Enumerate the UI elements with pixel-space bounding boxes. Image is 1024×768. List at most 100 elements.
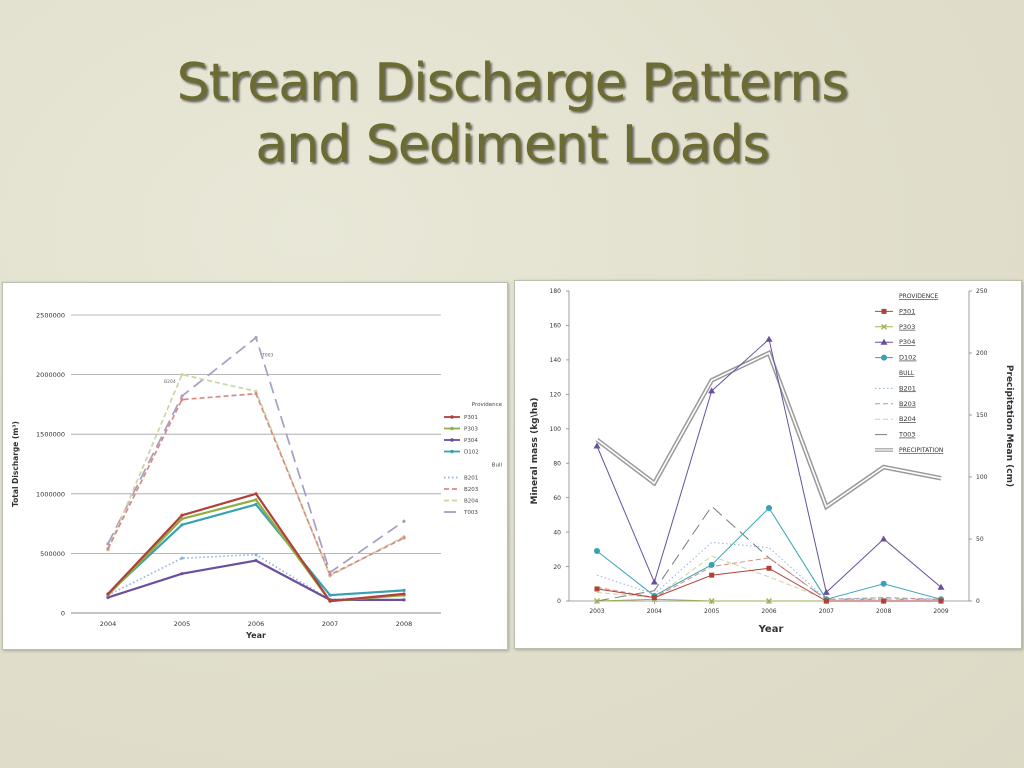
y-tick-label: 2000000 — [36, 371, 65, 379]
discharge-line-chart: 0 500000 1000000 1500000 2000000 2500000 2004 2… — [11, 312, 503, 641]
legend-label-p301: P301 — [464, 415, 478, 421]
y2-axis-title: Precipitation Mean (cm) — [1004, 365, 1014, 487]
legend-label-precipitation: PRECIPITATION — [899, 447, 943, 454]
mineral-mass-chart-panel: 0 20 40 60 80 100 120 140 160 180 0 50 100 150 200 250 2… — [514, 280, 1022, 649]
data-point — [106, 592, 110, 596]
data-point — [254, 389, 258, 393]
data-point — [881, 598, 887, 604]
mineral-mass-line-chart: 0 20 40 60 80 100 120 140 160 180 0 50 100 150 200 250 2… — [530, 288, 1014, 635]
x-tick-label: 2007 — [322, 620, 339, 628]
y-tick-label: 180 — [550, 288, 562, 295]
legend-marker-p303 — [881, 323, 887, 330]
legend-marker-p301 — [881, 308, 887, 314]
series-precipitation-line-inner — [596, 351, 942, 509]
y2-tick-label: 250 — [976, 288, 988, 295]
series-p301 — [594, 565, 944, 604]
y2-tick-label: 0 — [976, 598, 980, 605]
y-axis-title: Total Discharge (m³) — [11, 421, 20, 507]
series-group — [106, 336, 406, 603]
data-point — [402, 598, 406, 602]
legend-marker-p304 — [880, 338, 888, 345]
discharge-chart-panel: 0 500000 1000000 1500000 2000000 2500000 2004 2… — [2, 282, 508, 650]
series-d102 — [594, 505, 944, 603]
y-tick-label: 0 — [61, 610, 65, 618]
legend-label-b203: B203 — [464, 487, 479, 493]
legend-label-b201: B201 — [464, 476, 478, 482]
y2-tick-label: 100 — [976, 474, 988, 481]
x-axis-title: Year — [245, 631, 266, 640]
series-b203 — [596, 557, 942, 600]
data-point — [254, 492, 258, 496]
data-point — [254, 392, 258, 396]
x-tick-label: 2008 — [876, 608, 891, 615]
data-point — [708, 598, 715, 604]
data-point — [594, 598, 600, 604]
legend-marker-p301 — [450, 415, 454, 419]
series-group — [593, 335, 945, 604]
data-point — [594, 548, 600, 555]
legend-label-p301: P301 — [899, 307, 915, 315]
data-point — [402, 588, 406, 592]
data-point — [180, 572, 184, 576]
data-point — [880, 580, 887, 587]
data-point — [650, 578, 658, 585]
legend-marker-d102 — [881, 354, 887, 361]
data-point — [180, 523, 184, 527]
data-point — [766, 505, 772, 511]
y-tick-label: 60 — [553, 495, 561, 502]
series-b203-line — [596, 557, 942, 600]
y2-tick-label: 50 — [976, 536, 984, 543]
data-point — [765, 335, 773, 342]
data-point — [254, 336, 258, 340]
legend-label-p303: P303 — [899, 323, 915, 331]
x-tick-label: 2006 — [248, 620, 265, 628]
data-point — [180, 398, 184, 402]
series-b204 — [596, 555, 941, 600]
series-p304-line — [596, 338, 942, 593]
y2-tick-label: 150 — [976, 412, 988, 419]
data-point — [402, 519, 406, 523]
slide-title-line-1: Stream Discharge Patterns — [176, 53, 849, 113]
slide-title-line-2: and Sediment Loads — [255, 115, 769, 175]
data-point — [823, 598, 829, 604]
x-tick-label: 2004 — [100, 620, 117, 628]
legend-label-p303: P303 — [464, 427, 478, 433]
legend-label-p304: P304 — [464, 438, 478, 444]
data-point — [254, 558, 258, 563]
legend-label-t003: T003 — [463, 510, 478, 516]
data-point — [709, 572, 715, 578]
data-point — [328, 593, 332, 597]
series-p303-line — [107, 498, 405, 603]
data-point — [180, 517, 184, 521]
data-point — [402, 536, 406, 540]
data-point — [766, 565, 772, 571]
legend-label-d102: D102 — [899, 354, 916, 362]
y-tick-label: 80 — [553, 460, 561, 467]
series-t003-line — [596, 505, 941, 602]
x-tick-label: 2003 — [589, 608, 604, 615]
series-t003 — [106, 336, 406, 575]
y-tick-label: 1500000 — [36, 431, 65, 439]
legend-marker-p304 — [450, 438, 454, 442]
data-point — [106, 542, 110, 546]
x-axis-title: Year — [758, 624, 784, 635]
y-tick-label: 140 — [550, 357, 562, 364]
y-tick-label: 1000000 — [36, 490, 65, 498]
series-p301-line — [107, 492, 405, 603]
series-precipitation — [595, 349, 942, 511]
legend-label-b203: B203 — [899, 400, 916, 408]
data-point — [651, 595, 657, 601]
x-tick-label: 2007 — [819, 608, 834, 615]
annotation-t003: T003 — [261, 353, 273, 359]
legend-label-t003: T003 — [898, 431, 915, 439]
series-b204-line — [596, 555, 941, 600]
y2-tick-label: 200 — [976, 350, 988, 357]
legend-label-p304: P304 — [899, 338, 915, 346]
legend-marker-d102 — [450, 449, 454, 454]
x-tick-label: 2005 — [174, 620, 191, 628]
series-b203 — [106, 392, 406, 577]
x-tick-label: 2004 — [647, 608, 662, 615]
data-point — [593, 442, 601, 449]
x-tick-label: 2008 — [396, 620, 413, 628]
series-p304 — [106, 558, 406, 602]
